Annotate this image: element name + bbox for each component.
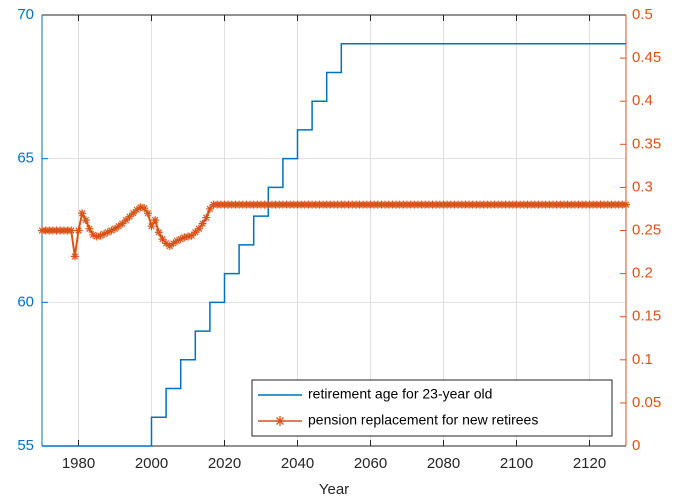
y-tick-label: 65: [17, 150, 34, 167]
y-tick-label: 60: [17, 293, 34, 310]
marker: [96, 231, 105, 240]
x-tick-label: 2120: [573, 455, 606, 472]
x-tick-label: 2000: [135, 455, 168, 472]
marker: [198, 219, 207, 228]
marker: [89, 230, 98, 239]
y2-tick-label: 0: [632, 437, 640, 454]
marker: [151, 216, 160, 225]
marker: [140, 204, 149, 213]
marker: [85, 224, 94, 233]
y-tick-label: 70: [17, 6, 34, 23]
y2-tick-label: 0.15: [632, 308, 661, 325]
marker: [143, 209, 152, 218]
marker: [180, 233, 189, 242]
y2-tick-label: 0.1: [632, 351, 653, 368]
marker: [67, 226, 76, 235]
x-tick-label: 2020: [208, 455, 241, 472]
marker: [136, 203, 145, 212]
marker: [205, 204, 214, 213]
y2-tick-label: 0.2: [632, 265, 653, 282]
marker: [81, 216, 90, 225]
x-tick-label: 2100: [500, 455, 533, 472]
marker: [147, 222, 156, 231]
y2-tick-label: 0.3: [632, 178, 653, 195]
y2-tick-label: 0.5: [632, 6, 653, 23]
marker: [194, 224, 203, 233]
x-axis-label: Year: [319, 481, 349, 498]
marker: [107, 226, 116, 235]
y-tick-label: 55: [17, 437, 34, 454]
y2-tick-label: 0.4: [632, 92, 653, 109]
marker: [176, 235, 185, 244]
marker: [165, 242, 174, 251]
y2-tick-label: 0.45: [632, 49, 661, 66]
marker: [154, 228, 163, 237]
marker: [184, 232, 192, 241]
x-tick-label: 2040: [281, 455, 314, 472]
marker: [158, 235, 167, 244]
series-line: [42, 42, 626, 447]
marker: [173, 236, 182, 245]
x-tick-label: 1980: [62, 455, 95, 472]
marker: [169, 239, 178, 248]
marker: [132, 205, 141, 214]
legend-label: pension replacement for new retirees: [308, 412, 538, 428]
marker: [78, 209, 87, 218]
marker: [111, 224, 119, 233]
y2-tick-label: 0.25: [632, 221, 661, 238]
marker: [191, 228, 200, 237]
marker: [70, 252, 79, 261]
legend-marker: [275, 416, 285, 426]
marker: [129, 209, 138, 218]
x-tick-label: 2080: [427, 455, 460, 472]
marker: [187, 231, 196, 240]
marker: [202, 213, 211, 222]
marker: [118, 219, 127, 228]
legend-label: retirement age for 23-year old: [308, 386, 492, 402]
marker: [103, 228, 112, 237]
marker: [114, 222, 123, 231]
marker: [74, 226, 83, 235]
marker: [100, 229, 109, 238]
marker: [162, 239, 171, 248]
y2-tick-label: 0.35: [632, 135, 661, 152]
marker: [92, 232, 101, 241]
marker: [622, 200, 630, 209]
y2-tick-label: 0.05: [632, 394, 661, 411]
legend-box: [251, 379, 613, 437]
marker: [125, 212, 134, 221]
marker: [121, 216, 130, 225]
x-tick-label: 2060: [354, 455, 387, 472]
